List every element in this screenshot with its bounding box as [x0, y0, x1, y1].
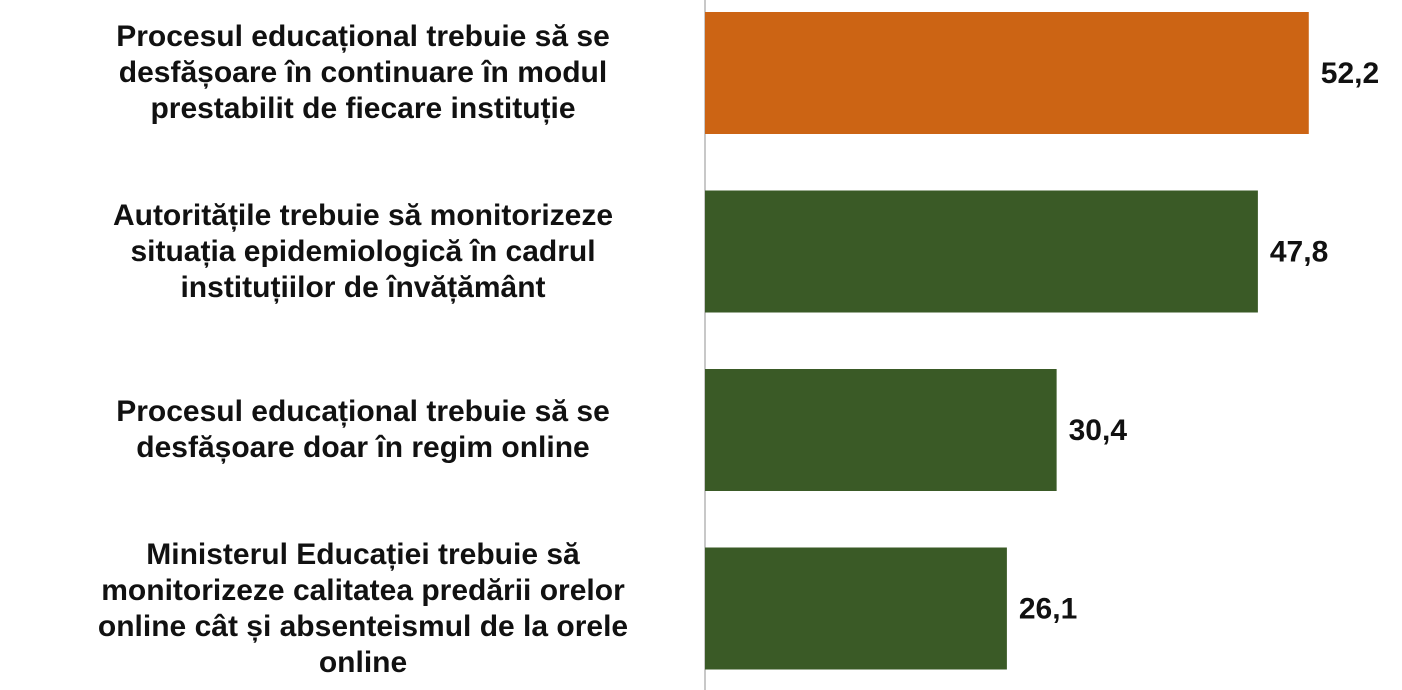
- bar: [705, 12, 1309, 134]
- value-label: 52,2: [1321, 57, 1379, 90]
- category-label: Procesul educațional trebuie să se desfă…: [116, 20, 610, 125]
- bar: [705, 369, 1057, 491]
- value-label: 30,4: [1069, 414, 1128, 447]
- category-label: Autoritățile trebuie să monitorizeze sit…: [112, 198, 614, 304]
- value-label: 47,8: [1270, 235, 1328, 268]
- category-label: Ministerul Educației trebuie să monitori…: [97, 537, 629, 679]
- value-label: 26,1: [1019, 592, 1077, 625]
- bar: [705, 547, 1007, 670]
- category-label: Procesul educațional trebuie să se desfă…: [116, 395, 610, 464]
- bar: [705, 190, 1258, 313]
